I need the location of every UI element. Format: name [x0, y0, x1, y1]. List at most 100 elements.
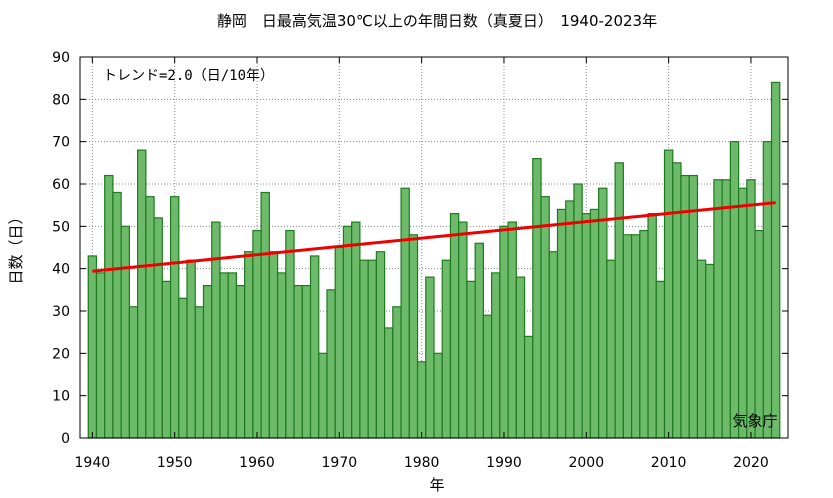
- bar-2012: [680, 174, 690, 439]
- bar-1949: [161, 280, 172, 439]
- trend-label: トレンド=2.0（日/10年）: [103, 68, 274, 84]
- bar-2020: [746, 179, 756, 439]
- y-tick-label: 70: [52, 135, 70, 151]
- bar-1958: [235, 285, 246, 439]
- bar-1970: [334, 246, 345, 439]
- bar-1951: [178, 297, 188, 439]
- y-tick-label: 80: [52, 92, 70, 108]
- y-tick-label: 90: [52, 50, 70, 66]
- bar-1990: [499, 225, 509, 439]
- bar-1947: [145, 196, 155, 439]
- x-tick-label: 1990: [486, 455, 522, 471]
- bar-1950: [169, 196, 180, 439]
- bar-1956: [219, 272, 229, 439]
- bar-2000: [581, 213, 592, 439]
- x-tick-label: 2010: [651, 455, 687, 471]
- bar-2017: [721, 179, 731, 439]
- x-tick-label: 2000: [568, 455, 604, 471]
- y-tick-label: 10: [52, 389, 70, 405]
- y-tick-label: 30: [52, 304, 70, 320]
- bar-1985: [458, 221, 468, 439]
- bar-1981: [425, 276, 435, 439]
- bar-1986: [466, 280, 476, 439]
- x-tick-label: 2020: [733, 455, 769, 471]
- bar-1954: [202, 285, 213, 439]
- bar-1971: [342, 225, 353, 439]
- bar-1952: [186, 259, 196, 439]
- bar-1969: [326, 289, 336, 439]
- bar-1946: [137, 149, 147, 439]
- x-tick-label: 1940: [75, 455, 111, 471]
- ticks: [80, 56, 788, 439]
- x-tick-label: 1970: [322, 455, 358, 471]
- bar-1978: [400, 187, 410, 439]
- bar-2014: [696, 259, 707, 439]
- source-label: 気象庁: [732, 412, 777, 430]
- bar-2015: [705, 263, 715, 439]
- bar-2005: [622, 234, 633, 439]
- bar-2013: [688, 174, 699, 439]
- y-tick-label: 60: [52, 177, 70, 193]
- bar-1983: [441, 259, 452, 439]
- bar-2016: [713, 179, 723, 439]
- bar-1945: [128, 306, 139, 439]
- chart-title: 静岡 日最高気温30℃以上の年間日数（真夏日） 1940-2023年: [217, 12, 657, 30]
- bar-1992: [515, 276, 526, 439]
- trend-line: [92, 201, 776, 273]
- bar-1982: [433, 352, 443, 439]
- bar-1967: [309, 255, 320, 439]
- bar-1964: [285, 229, 295, 439]
- y-tick-label: 20: [52, 346, 70, 362]
- bar-1966: [301, 285, 312, 439]
- bar-2023: [770, 81, 781, 439]
- bar-1965: [293, 285, 303, 439]
- bars: [87, 81, 781, 439]
- bar-1980: [416, 361, 427, 439]
- bar-1989: [491, 272, 501, 439]
- bar-2006: [630, 234, 641, 439]
- y-tick-label: 0: [61, 431, 70, 447]
- bar-2019: [738, 187, 748, 439]
- bar-1959: [244, 251, 254, 439]
- bar-2001: [589, 208, 600, 439]
- bar-1998: [565, 200, 575, 439]
- bar-1979: [408, 234, 419, 439]
- bar-1994: [532, 158, 542, 439]
- bar-1977: [392, 306, 402, 439]
- y-axis-label: 日数（日）: [7, 209, 25, 284]
- bar-1995: [540, 196, 550, 439]
- bar-2003: [606, 259, 616, 439]
- bar-1944: [120, 225, 130, 439]
- bar-2022: [762, 141, 773, 439]
- bar-1962: [268, 251, 279, 439]
- bar-1993: [523, 335, 534, 439]
- x-tick-label: 1960: [239, 455, 275, 471]
- bar-1942: [104, 174, 114, 439]
- bar-1984: [449, 213, 460, 439]
- bar-1988: [482, 314, 493, 439]
- x-tick-labels: 1940 1950 1960 1970 1980 1990 2000 2010 2020: [75, 455, 769, 471]
- y-tick-label: 50: [52, 219, 70, 235]
- bar-1972: [351, 221, 361, 439]
- bar-2007: [639, 229, 649, 439]
- bar-2018: [729, 141, 740, 439]
- bar-1960: [252, 229, 262, 439]
- x-axis-label: 年: [429, 476, 444, 494]
- bar-1953: [194, 306, 205, 439]
- bar-1963: [276, 272, 287, 439]
- bar-1948: [153, 217, 163, 439]
- bar-2008: [647, 213, 657, 439]
- bar-1991: [507, 221, 517, 439]
- plot-frame: [79, 56, 789, 439]
- bar-1961: [260, 191, 270, 439]
- bar-2004: [614, 162, 624, 439]
- bar-1973: [359, 259, 369, 439]
- bar-1943: [112, 191, 122, 439]
- x-tick-label: 1950: [157, 455, 193, 471]
- x-tick-label: 1980: [404, 455, 440, 471]
- bar-1968: [318, 352, 328, 439]
- bar-1987: [474, 242, 484, 439]
- bar-1976: [384, 327, 394, 439]
- y-tick-label: 40: [52, 262, 70, 278]
